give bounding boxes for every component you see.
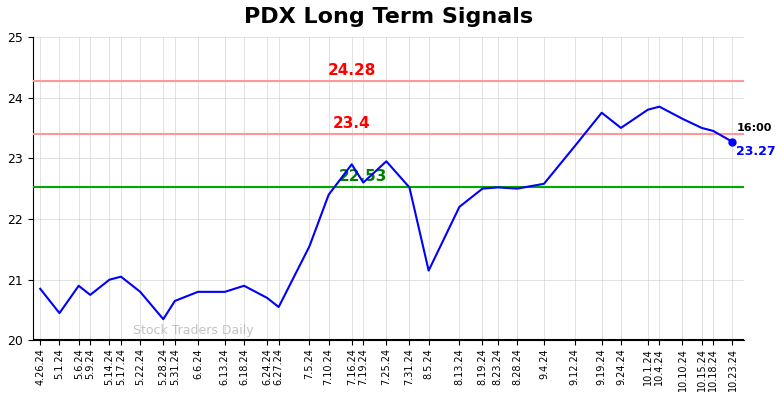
Title: PDX Long Term Signals: PDX Long Term Signals [244,7,533,27]
Text: 23.4: 23.4 [333,116,371,131]
Text: Stock Traders Daily: Stock Traders Daily [132,324,253,338]
Text: 23.27: 23.27 [736,145,776,158]
Text: 16:00: 16:00 [736,123,771,133]
Text: 24.28: 24.28 [328,62,376,78]
Text: 22.53: 22.53 [339,169,387,184]
